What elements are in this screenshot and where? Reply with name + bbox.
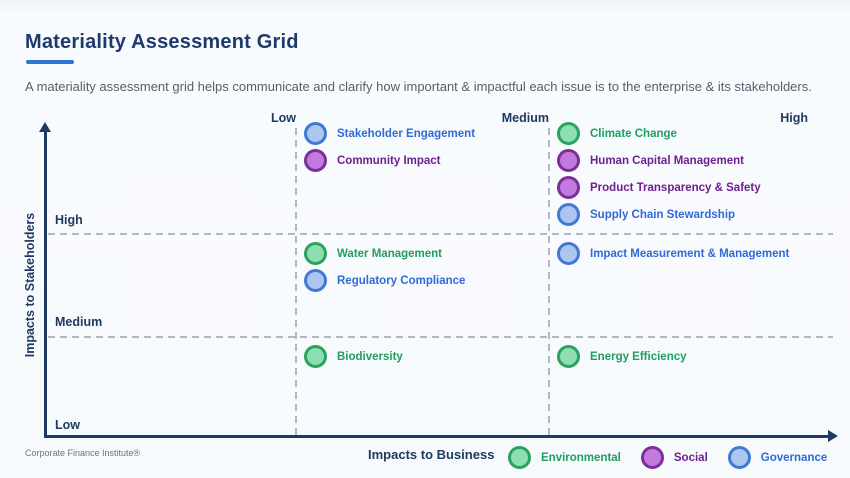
grid-cell-mediumhigh-mediumhigh: Impact Measurement & Management [557,242,789,269]
horizontal-gridline-high [48,233,833,235]
y-axis-label: Impacts to Stakeholders [23,212,37,358]
plotted-issue-item: Climate Change [557,122,761,145]
y-tick-low: Low [55,418,80,432]
environmental-dot-icon [304,345,327,368]
governance-dot-icon [304,269,327,292]
plotted-issue-item: Product Transparency & Safety [557,176,761,199]
x-tick-low: Low [271,111,296,125]
plotted-issue-item: Energy Efficiency [557,345,687,368]
grid-cell-lowmedium-high: Stakeholder Engagement Community Impact [304,122,475,176]
issue-label: Product Transparency & Safety [590,181,761,194]
page-title: Materiality Assessment Grid [25,31,299,53]
issue-label: Climate Change [590,127,677,140]
plotted-issue-item: Water Management [304,242,465,265]
x-axis-label: Impacts to Business [368,447,495,462]
x-tick-medium: Medium [501,111,549,125]
legend-item-social: Social [640,446,708,469]
issue-label: Impact Measurement & Management [590,247,790,260]
governance-dot-icon [557,203,580,226]
issue-label: Regulatory Compliance [337,274,466,287]
issue-label: Biodiversity [337,350,403,363]
y-tick-medium: Medium [55,315,103,329]
x-axis-line [44,435,830,438]
legend-item-environmental: Environmental [508,446,621,469]
y-axis-line [44,131,47,437]
horizontal-gridline-medium [48,336,833,338]
grid-cell-mediumhigh-lowmedium: Energy Efficiency [557,345,687,372]
issue-label: Human Capital Management [590,154,744,167]
legend-environmental-dot-icon [508,446,531,469]
issue-label: Stakeholder Engagement [337,127,476,140]
x-tick-high: High [780,111,808,125]
legend: Environmental Social Governance [508,446,827,469]
title-accent-bar [26,60,74,64]
legend-governance-dot-icon [727,446,751,469]
environmental-dot-icon [557,122,580,145]
issue-label: Energy Efficiency [590,350,687,363]
plotted-issue-item: Community Impact [304,149,475,172]
environmental-dot-icon [557,345,580,368]
y-axis-arrow-icon [39,122,51,132]
grid-cell-mediumhigh-high: Climate Change Human Capital Management … [557,122,761,230]
vertical-gridline-medium [548,128,550,436]
governance-dot-icon [304,122,327,145]
page-subtitle: A materiality assessment grid helps comm… [25,79,812,94]
x-axis-arrow-icon [828,430,838,442]
legend-item-governance: Governance [727,446,828,469]
social-dot-icon [557,176,580,199]
grid-cell-lowmedium-lowmedium: Biodiversity [304,345,403,372]
issue-label: Community Impact [337,154,441,167]
issue-label: Supply Chain Stewardship [590,208,736,221]
legend-social-dot-icon [640,446,664,469]
plotted-issue-item: Impact Measurement & Management [557,242,789,265]
legend-label: Governance [760,451,828,464]
plotted-issue-item: Biodiversity [304,345,403,368]
issue-label: Water Management [337,247,443,260]
grid-cell-lowmedium-mediumhigh: Water Management Regulatory Compliance [304,242,465,296]
governance-dot-icon [557,242,580,265]
legend-label: Social [673,451,708,464]
social-dot-icon [304,149,327,172]
brand-attribution: Corporate Finance Institute® [25,448,141,458]
plotted-issue-item: Regulatory Compliance [304,269,465,292]
vertical-gridline-low [295,128,297,436]
plotted-issue-item: Supply Chain Stewardship [557,203,761,226]
y-tick-high: High [55,213,83,227]
plotted-issue-item: Human Capital Management [557,149,761,172]
legend-label: Environmental [541,451,621,464]
social-dot-icon [557,149,580,172]
plotted-issue-item: Stakeholder Engagement [304,122,475,145]
environmental-dot-icon [304,242,327,265]
